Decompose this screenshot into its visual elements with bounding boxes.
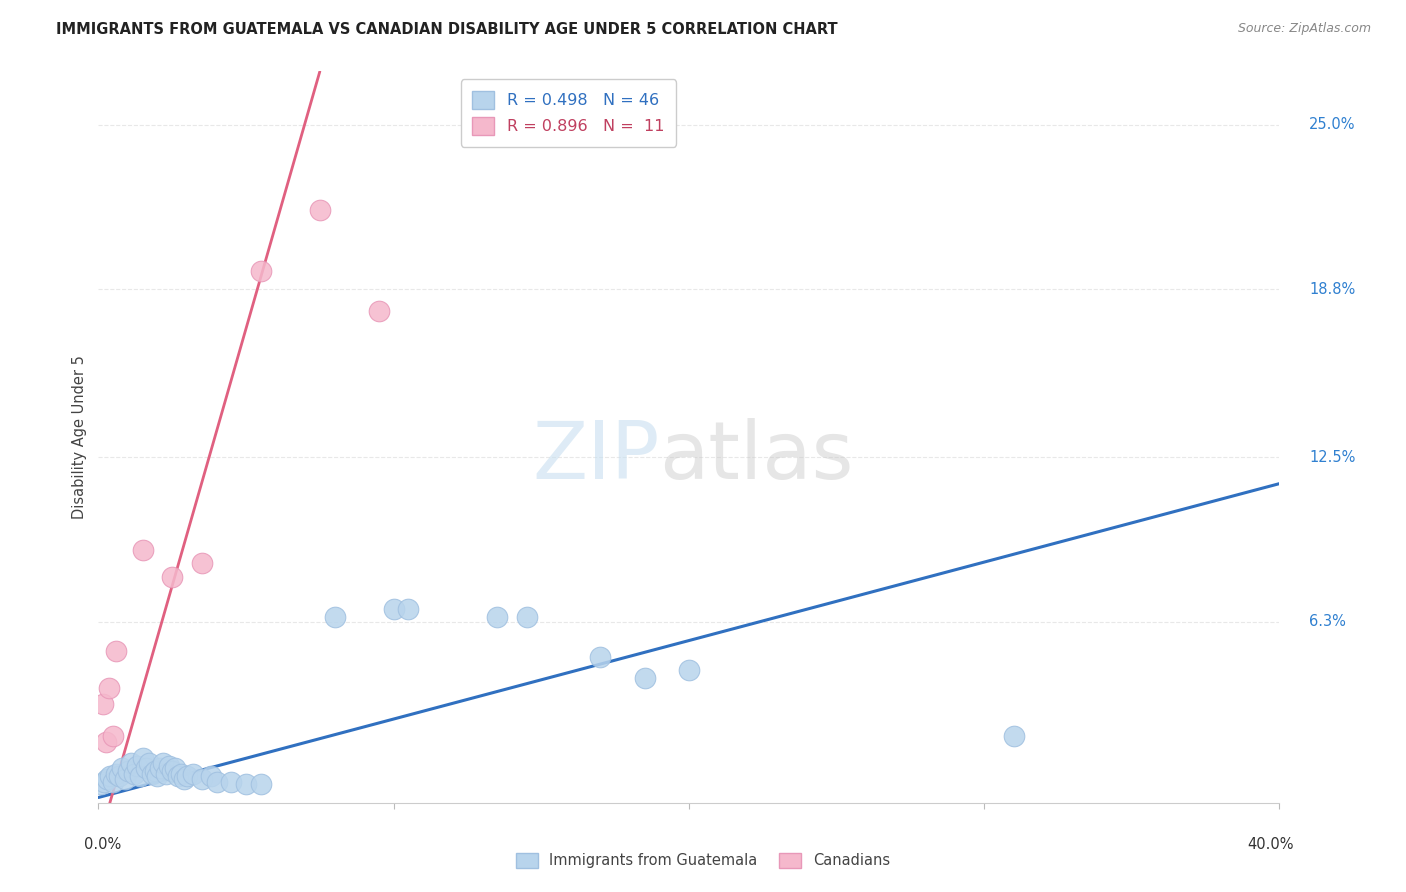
Point [200, 769, 222, 783]
Legend: R = 0.498   N = 46, R = 0.896   N =  11: R = 0.498 N = 46, R = 0.896 N = 11 [461, 79, 676, 146]
Point [117, 764, 139, 778]
Text: ZIP: ZIP [531, 418, 659, 496]
Point [181, 766, 204, 780]
Point [176, 769, 198, 783]
Point [162, 570, 183, 584]
Point [191, 557, 214, 571]
Text: IMMIGRANTS FROM GUATEMALA VS CANADIAN DISABILITY AGE UNDER 5 CORRELATION CHART: IMMIGRANTS FROM GUATEMALA VS CANADIAN DI… [56, 22, 838, 37]
Text: atlas: atlas [659, 418, 853, 496]
Point [132, 543, 155, 558]
Point [678, 663, 700, 677]
Point [219, 774, 243, 789]
Point [105, 766, 128, 780]
Text: 25.0%: 25.0% [1309, 117, 1355, 132]
Point [368, 303, 391, 318]
Point [96, 772, 118, 786]
Point [120, 756, 142, 770]
Point [135, 761, 157, 775]
Point [122, 766, 145, 780]
Point [173, 772, 195, 786]
Point [1002, 729, 1025, 743]
Point [633, 671, 655, 685]
Point [105, 644, 128, 658]
Point [165, 761, 187, 775]
Point [250, 264, 273, 278]
Point [516, 609, 538, 624]
Text: 40.0%: 40.0% [1247, 838, 1294, 853]
Point [98, 769, 121, 783]
Text: 0.0%: 0.0% [84, 838, 121, 853]
Point [396, 601, 419, 615]
Point [138, 756, 160, 770]
Y-axis label: Disability Age Under 5: Disability Age Under 5 [72, 355, 87, 519]
Point [250, 777, 273, 791]
Point [94, 734, 117, 748]
Point [589, 649, 612, 664]
Point [103, 774, 125, 789]
Point [149, 761, 172, 775]
Point [205, 774, 228, 789]
Point [235, 777, 257, 791]
Point [191, 772, 214, 786]
Point [108, 769, 131, 783]
Legend: Immigrants from Guatemala, Canadians: Immigrants from Guatemala, Canadians [509, 846, 897, 876]
Text: Source: ZipAtlas.com: Source: ZipAtlas.com [1237, 22, 1371, 36]
Point [90, 777, 112, 791]
Point [103, 729, 125, 743]
Text: 6.3%: 6.3% [1309, 615, 1346, 630]
Point [157, 758, 180, 772]
Point [486, 609, 509, 624]
Point [309, 202, 332, 217]
Point [111, 761, 134, 775]
Point [91, 698, 114, 712]
Text: 18.8%: 18.8% [1309, 282, 1355, 297]
Point [141, 766, 163, 780]
Point [125, 758, 148, 772]
Point [167, 769, 190, 783]
Text: 12.5%: 12.5% [1309, 450, 1355, 465]
Point [323, 609, 346, 624]
Point [132, 750, 155, 764]
Point [155, 766, 177, 780]
Point [146, 769, 169, 783]
Point [162, 764, 183, 778]
Point [128, 769, 150, 783]
Point [114, 772, 136, 786]
Point [97, 681, 120, 696]
Point [152, 756, 174, 770]
Point [382, 601, 405, 615]
Point [170, 766, 193, 780]
Point [143, 764, 166, 778]
Point [93, 774, 115, 789]
